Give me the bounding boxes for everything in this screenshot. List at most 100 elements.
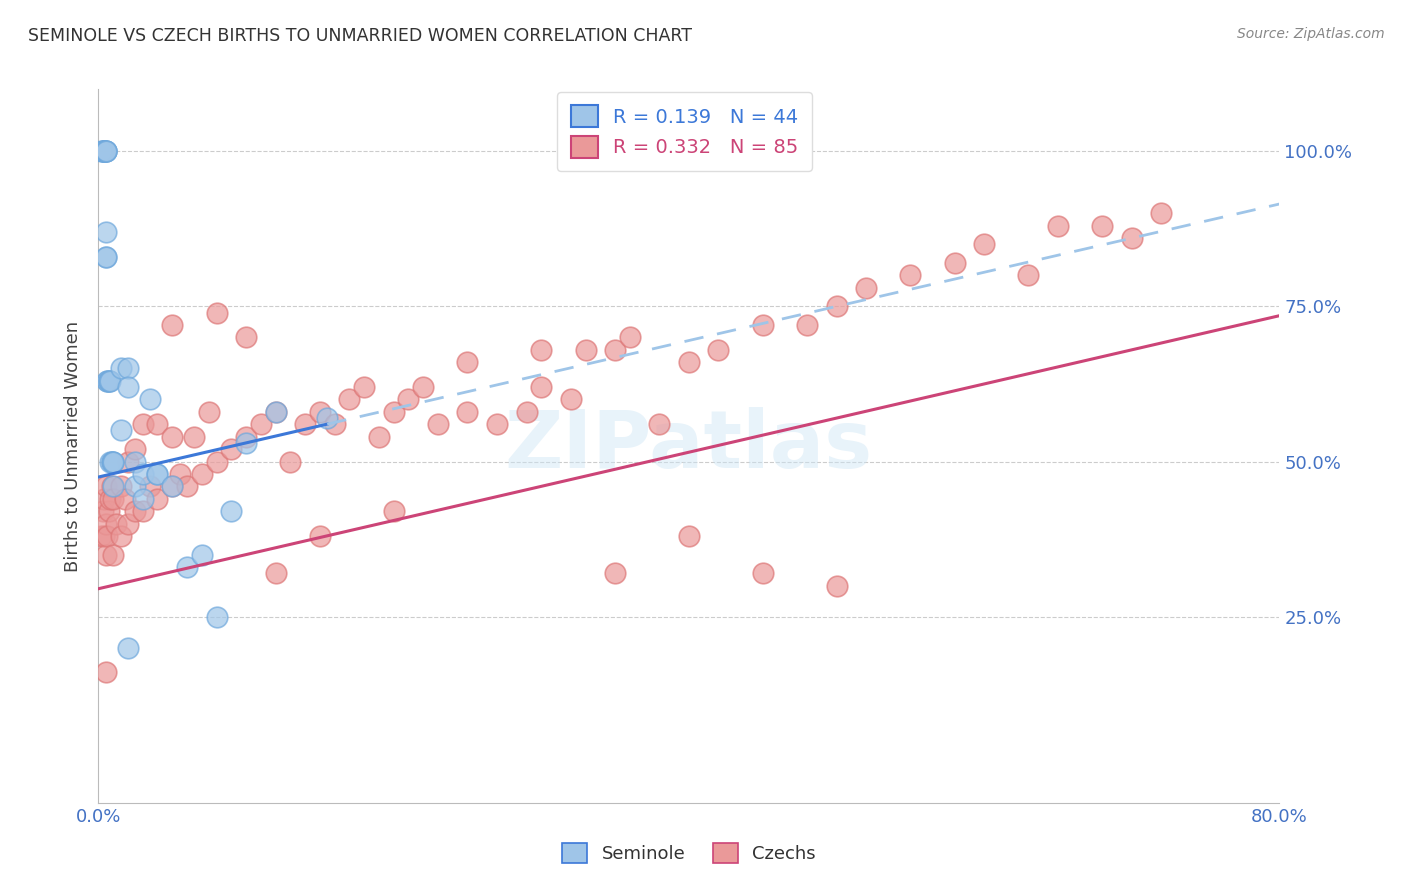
Point bbox=[1046, 219, 1069, 233]
Point bbox=[96, 529, 118, 543]
Point bbox=[316, 411, 339, 425]
Point bbox=[1150, 206, 1173, 220]
Point bbox=[219, 442, 242, 456]
Point bbox=[110, 479, 132, 493]
Point bbox=[648, 417, 671, 432]
Point bbox=[412, 380, 434, 394]
Legend: Seminole, Czechs: Seminole, Czechs bbox=[553, 834, 825, 872]
Point bbox=[205, 454, 228, 468]
Point bbox=[146, 467, 169, 481]
Point bbox=[91, 145, 114, 159]
Point bbox=[264, 405, 287, 419]
Point bbox=[98, 454, 121, 468]
Point bbox=[796, 318, 818, 332]
Point bbox=[94, 665, 117, 680]
Point bbox=[162, 430, 183, 444]
Point bbox=[191, 467, 214, 481]
Point bbox=[605, 566, 627, 581]
Point bbox=[169, 467, 191, 481]
Point bbox=[235, 430, 257, 444]
Point bbox=[94, 250, 117, 264]
Point bbox=[619, 330, 641, 344]
Point bbox=[124, 504, 146, 518]
Point bbox=[456, 405, 478, 419]
Point bbox=[94, 145, 117, 159]
Point bbox=[530, 343, 553, 357]
Point bbox=[93, 145, 115, 159]
Point bbox=[100, 479, 122, 493]
Point bbox=[205, 609, 228, 624]
Point bbox=[93, 529, 115, 543]
Y-axis label: Births to Unmarried Women: Births to Unmarried Women bbox=[65, 320, 83, 572]
Point bbox=[530, 380, 553, 394]
Point bbox=[91, 145, 114, 159]
Point bbox=[117, 454, 139, 468]
Point bbox=[103, 454, 125, 468]
Point bbox=[162, 479, 183, 493]
Point bbox=[110, 361, 132, 376]
Point bbox=[103, 454, 125, 468]
Point bbox=[235, 330, 257, 344]
Point bbox=[146, 491, 169, 506]
Point bbox=[98, 374, 121, 388]
Point bbox=[132, 467, 155, 481]
Point bbox=[96, 374, 118, 388]
Point bbox=[94, 145, 117, 159]
Point bbox=[943, 256, 966, 270]
Point bbox=[110, 529, 132, 543]
Point bbox=[751, 318, 773, 332]
Point bbox=[205, 305, 228, 319]
Point bbox=[132, 491, 155, 506]
Point bbox=[96, 374, 118, 388]
Point bbox=[100, 454, 122, 468]
Point bbox=[382, 405, 405, 419]
Point bbox=[294, 417, 316, 432]
Point bbox=[855, 281, 877, 295]
Point bbox=[264, 405, 287, 419]
Point bbox=[396, 392, 419, 407]
Point bbox=[117, 516, 139, 531]
Point bbox=[162, 479, 183, 493]
Point bbox=[605, 343, 627, 357]
Point bbox=[1091, 219, 1114, 233]
Point bbox=[114, 491, 136, 506]
Point bbox=[183, 430, 205, 444]
Point bbox=[198, 405, 221, 419]
Point bbox=[176, 560, 198, 574]
Point bbox=[110, 424, 132, 438]
Point bbox=[139, 479, 162, 493]
Point bbox=[132, 504, 155, 518]
Point bbox=[124, 454, 146, 468]
Point bbox=[309, 529, 332, 543]
Point bbox=[146, 467, 169, 481]
Point bbox=[456, 355, 478, 369]
Point bbox=[93, 145, 115, 159]
Point bbox=[94, 145, 117, 159]
Point bbox=[574, 343, 596, 357]
Point bbox=[427, 417, 450, 432]
Point bbox=[94, 548, 117, 562]
Point bbox=[124, 442, 146, 456]
Point bbox=[97, 504, 120, 518]
Point bbox=[323, 417, 346, 432]
Point bbox=[103, 479, 125, 493]
Point bbox=[132, 417, 155, 432]
Point bbox=[1017, 268, 1039, 283]
Text: ZIPatlas: ZIPatlas bbox=[505, 407, 873, 485]
Point bbox=[117, 361, 139, 376]
Point bbox=[825, 299, 848, 313]
Point bbox=[97, 374, 120, 388]
Point bbox=[93, 145, 115, 159]
Point bbox=[560, 392, 582, 407]
Point bbox=[94, 225, 117, 239]
Point bbox=[678, 355, 700, 369]
Point bbox=[90, 145, 112, 159]
Point bbox=[707, 343, 730, 357]
Point bbox=[1121, 231, 1143, 245]
Text: SEMINOLE VS CZECH BIRTHS TO UNMARRIED WOMEN CORRELATION CHART: SEMINOLE VS CZECH BIRTHS TO UNMARRIED WO… bbox=[28, 27, 692, 45]
Point bbox=[94, 479, 117, 493]
Point bbox=[825, 579, 848, 593]
Point bbox=[382, 504, 405, 518]
Point bbox=[117, 380, 139, 394]
Point bbox=[91, 504, 114, 518]
